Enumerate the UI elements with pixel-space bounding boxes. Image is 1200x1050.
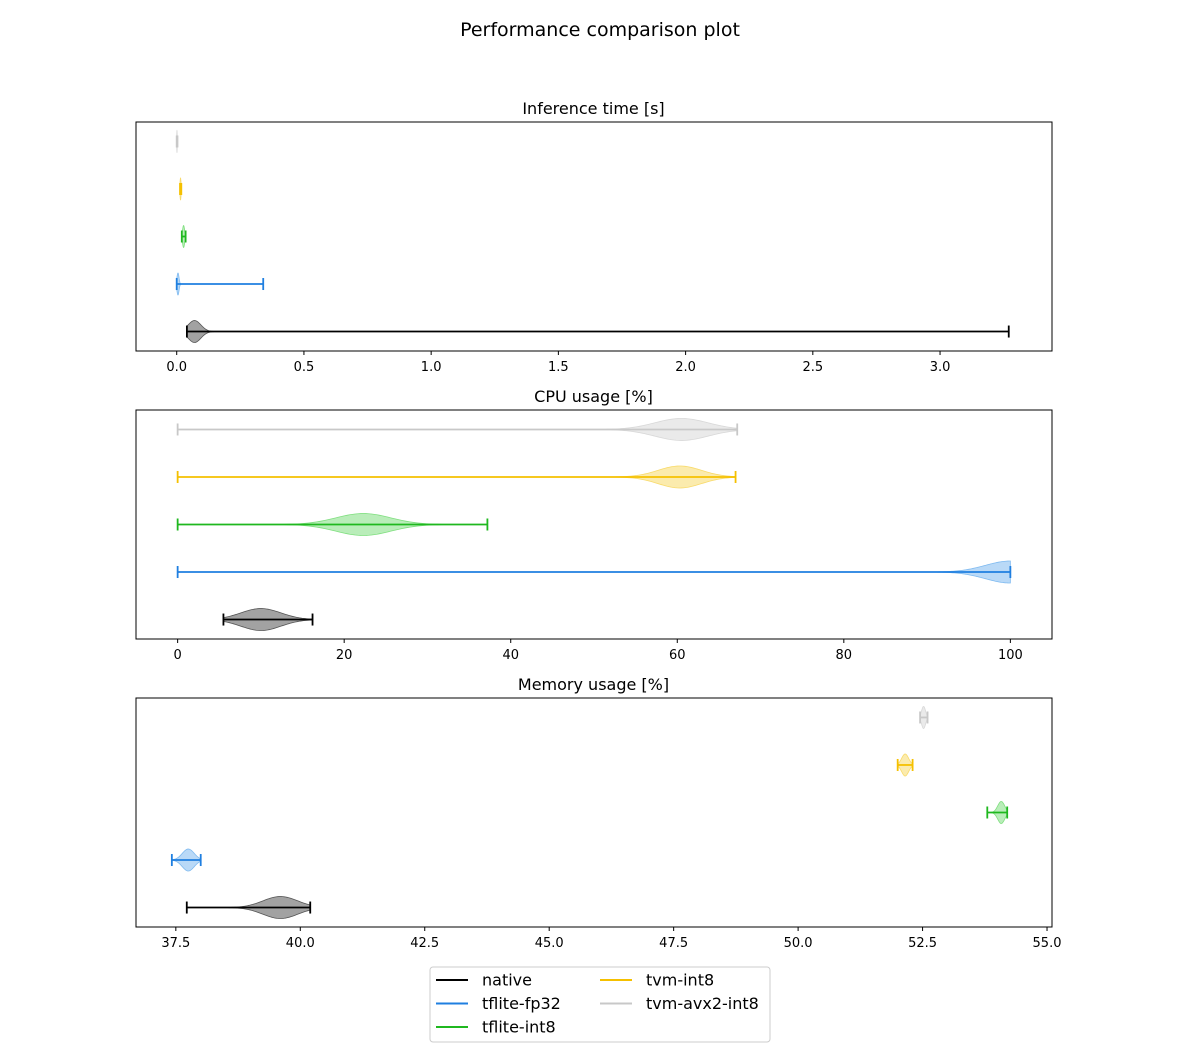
axes-frame [135,409,1053,640]
legend-entry-tflite-fp32: tflite-fp32 [436,994,561,1013]
x-tick-label: 3.0 [930,360,951,375]
x-tick-label: 0 [173,648,181,663]
x-tick-label: 2.0 [675,360,696,375]
x-tick-label: 1.5 [548,360,569,375]
x-tick-label: 42.5 [410,936,439,951]
legend-label: tflite-fp32 [482,994,561,1013]
x-tick-label: 45.0 [535,936,564,951]
violin-native [185,320,1010,343]
x-tick-label: 20 [336,648,353,663]
violin-tflite-fp32 [176,560,1012,584]
legend-label: tflite-int8 [482,1018,556,1037]
violin-tvm-int8 [896,753,914,777]
x-tick-label: 40.0 [286,936,315,951]
violin-native [185,896,312,919]
x-tick-label: 50.0 [784,936,813,951]
violin-tflite-fp32 [170,848,202,872]
x-tick-label: 47.5 [659,936,688,951]
x-tick-label: 37.5 [161,936,190,951]
legend-entry-tvm-avx2-int8: tvm-avx2-int8 [600,994,759,1013]
axes-frame [135,697,1053,928]
violin-tvm-int8 [179,177,183,201]
x-tick-label: 100 [998,648,1023,663]
subplot-title-cpu-usage: CPU usage [%] [534,387,653,406]
legend: native tflite-fp32 tflite-int8 tvm-int8 tvm-… [429,966,771,1043]
legend-entry-tvm-int8: tvm-int8 [600,971,714,990]
x-tick-label: 1.0 [421,360,442,375]
legend-entry-tflite-int8: tflite-int8 [436,1018,556,1037]
violin-tflite-fp32 [175,272,265,296]
violin-tflite-int8 [180,225,187,248]
violin-tflite-int8 [176,513,489,536]
x-tick-label: 0.5 [294,360,315,375]
violin-tflite-int8 [986,801,1009,824]
violin-tvm-avx2-int8 [176,418,739,441]
x-tick-label: 52.5 [908,936,937,951]
x-tick-label: 60 [669,648,686,663]
legend-entry-native: native [436,971,532,990]
subplot-inference-time: Inference time [s] 0.0 0.5 1.0 1.5 2.0 2.5 3.0 [135,99,1053,375]
x-tick-label: 80 [836,648,853,663]
subplot-title-memory-usage: Memory usage [%] [518,675,669,694]
legend-label: native [482,971,532,990]
figure-title: Performance comparison plot [460,19,740,41]
legend-label: tvm-int8 [646,971,714,990]
subplot-title-inference-time: Inference time [s] [522,99,664,118]
x-tick-label: 2.5 [802,360,823,375]
x-tick-label: 40 [502,648,519,663]
violin-tvm-int8 [176,465,737,489]
violin-tvm-avx2-int8 [919,706,929,729]
violin-tvm-avx2-int8 [175,129,179,153]
axes-frame [135,121,1053,352]
x-tick-label: 0.0 [166,360,187,375]
subplot-memory-usage: Memory usage [%] 37.5 40.0 42.5 45.0 47.5 50.… [135,675,1062,951]
subplot-cpu-usage: CPU usage [%] 0 20 40 60 80 100 [135,387,1053,663]
x-tick-label: 55.0 [1033,936,1062,951]
violin-native [222,608,314,631]
legend-label: tvm-avx2-int8 [646,994,759,1013]
